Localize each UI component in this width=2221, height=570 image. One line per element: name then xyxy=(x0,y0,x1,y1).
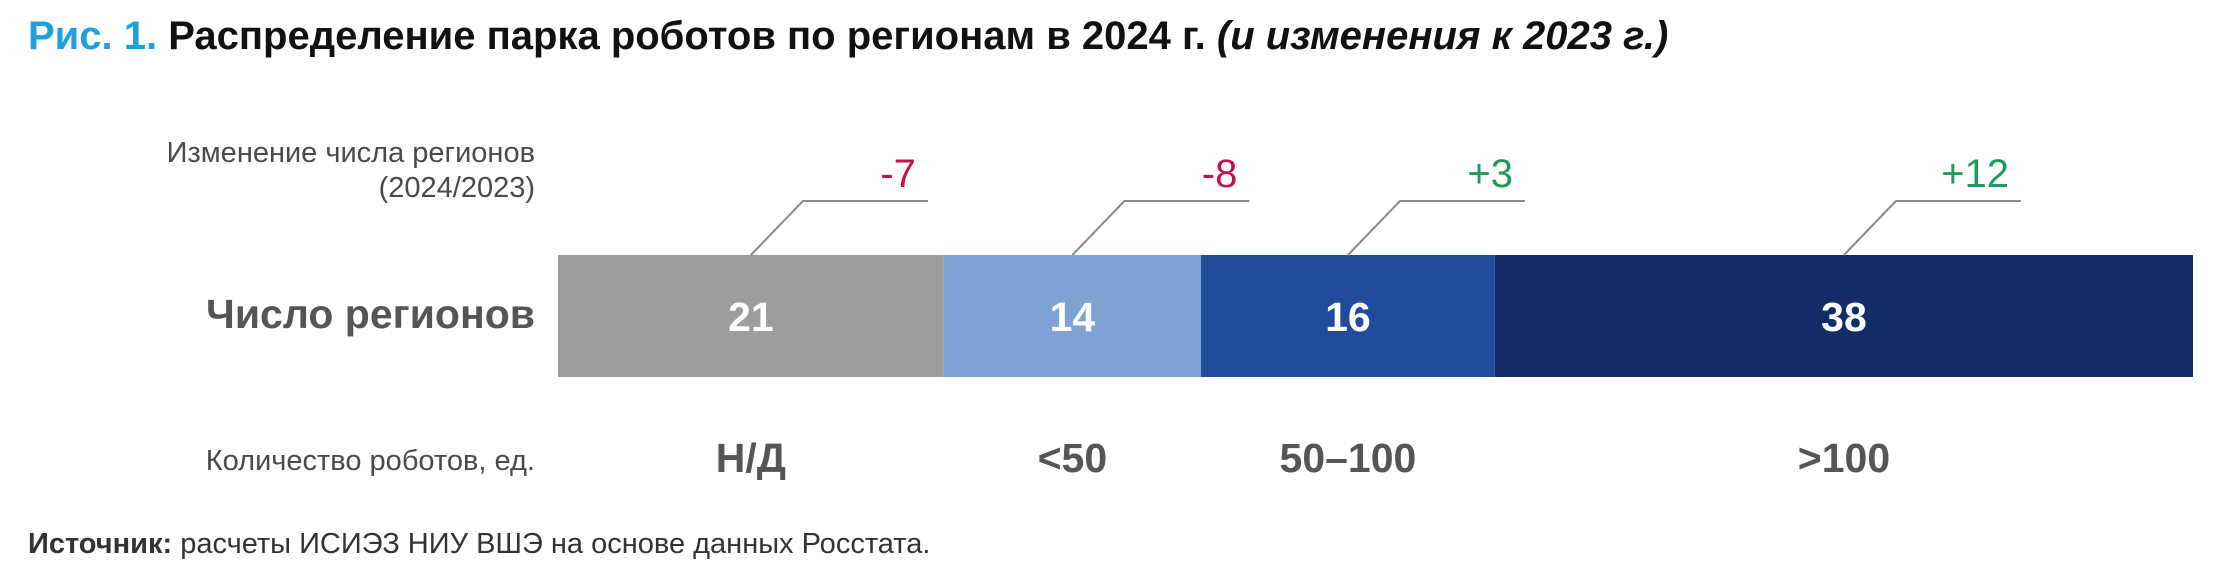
bar-segment-nd xyxy=(558,255,944,377)
category-axis-label: Количество роботов, ед. xyxy=(206,445,535,477)
change-label-nd: -7 xyxy=(880,152,916,196)
figure-number: Рис. 1. xyxy=(28,14,158,58)
chart-title: Рис. 1. Распределение парка роботов по р… xyxy=(28,14,1668,59)
change-label-gt100: +12 xyxy=(1941,152,2009,196)
change-axis-label-line2: (2024/2023) xyxy=(379,172,535,204)
category-label-lt50: <50 xyxy=(1038,435,1108,481)
row-label: Число регионов xyxy=(206,291,535,337)
source-note: Источник: расчеты ИСИЭЗ НИУ ВШЭ на основ… xyxy=(28,528,930,561)
bar-value-label-nd: 21 xyxy=(728,294,774,340)
leader-line-gt100 xyxy=(1843,200,2021,256)
leader-line-50-100 xyxy=(1347,200,1525,256)
category-label-gt100: >100 xyxy=(1798,435,1890,481)
change-axis-label-line1: Изменение числа регионов xyxy=(167,137,535,169)
category-label-nd: Н/Д xyxy=(716,435,786,481)
bar-value-label-gt100: 38 xyxy=(1821,294,1867,340)
title-main: Распределение парка роботов по регионам … xyxy=(168,14,1206,58)
category-label-50-100: 50–100 xyxy=(1280,435,1417,481)
title-subtitle: (и изменения к 2023 г.) xyxy=(1216,14,1669,58)
bar-segment-50-100 xyxy=(1200,255,1495,377)
bar-segment-lt50 xyxy=(943,255,1201,377)
leader-line-lt50 xyxy=(1071,200,1250,256)
change-label-50-100: +3 xyxy=(1467,152,1513,196)
bar-segment-gt100 xyxy=(1494,255,2193,377)
change-label-lt50: -8 xyxy=(1202,152,1238,196)
source-label: Источник: xyxy=(28,528,173,560)
bar-value-label-lt50: 14 xyxy=(1050,294,1096,340)
bar-value-label-50-100: 16 xyxy=(1325,294,1371,340)
leader-line-nd xyxy=(750,200,928,256)
source-text: расчеты ИСИЭЗ НИУ ВШЭ на основе данных Р… xyxy=(172,528,931,560)
